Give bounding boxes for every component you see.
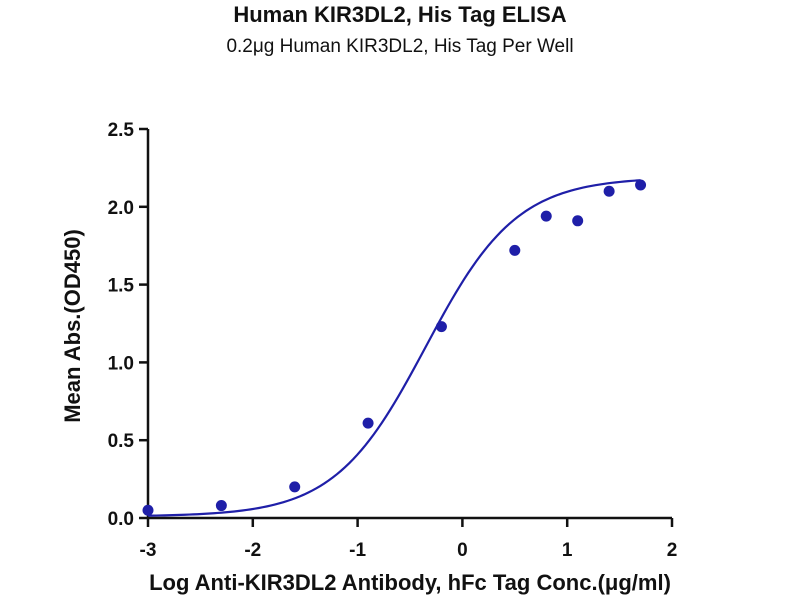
y-tick-label: 2.5 (108, 120, 135, 141)
data-point (572, 215, 584, 227)
chart-title: Human KIR3DL2, His Tag ELISA (233, 2, 567, 27)
y-tick-label: 2.0 (108, 198, 134, 219)
axes (146, 129, 672, 520)
data-point (635, 179, 647, 191)
chart-subtitle: 0.2μg Human KIR3DL2, His Tag Per Well (226, 36, 574, 57)
y-tick-label: 0.5 (108, 431, 135, 452)
x-ticks: -3 -2 -1 0 1 2 (140, 518, 678, 561)
data-point (289, 481, 301, 493)
y-tick-label: 0.0 (108, 509, 134, 530)
x-tick-label: -1 (349, 540, 366, 561)
x-tick-label: -2 (244, 540, 261, 561)
x-tick-label: 1 (562, 540, 573, 561)
data-point (142, 504, 154, 516)
data-point (540, 210, 552, 222)
y-tick-label: 1.5 (108, 276, 135, 297)
y-tick-label: 1.0 (108, 353, 134, 374)
data-point (362, 417, 374, 429)
y-axis-label: Mean Abs.(OD450) (60, 229, 85, 423)
x-tick-label: 2 (667, 540, 678, 561)
x-axis-label: Log Anti-KIR3DL2 Antibody, hFc Tag Conc.… (149, 570, 671, 595)
x-tick-label: 0 (457, 540, 468, 561)
data-point (603, 185, 615, 197)
data-points (142, 179, 647, 516)
x-tick-label: -3 (140, 540, 157, 561)
data-point (215, 500, 227, 512)
data-point (435, 321, 447, 333)
data-point (509, 244, 521, 256)
fit-curve (147, 179, 641, 517)
y-ticks: 0.0 0.5 1.0 1.5 2.0 2.5 (108, 120, 148, 530)
